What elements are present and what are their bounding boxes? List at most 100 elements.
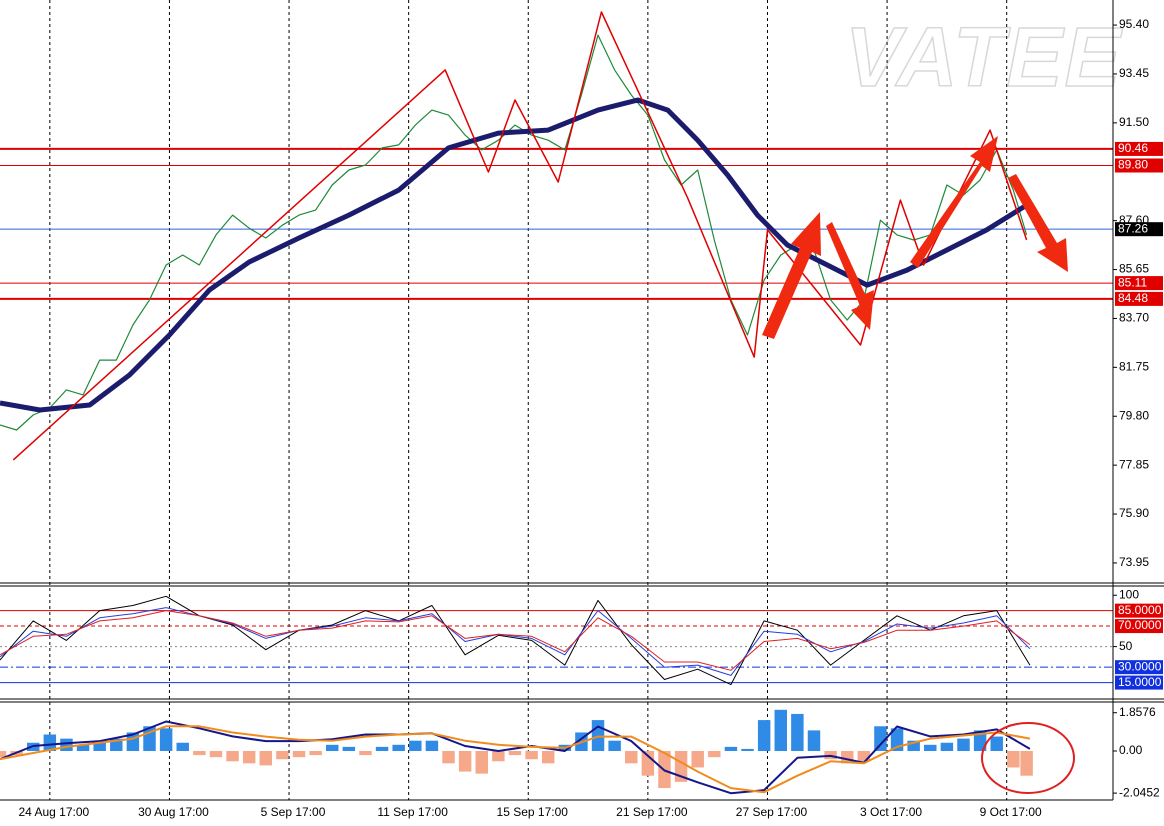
histogram-bar [76, 744, 90, 751]
x-tick-label: 15 Sep 17:00 [497, 805, 569, 819]
x-tick-label: 5 Sep 17:00 [261, 805, 326, 819]
histogram-bar [409, 740, 422, 751]
histogram-bar [342, 746, 356, 751]
level-label: 85.0000 [1118, 603, 1162, 617]
level-label-box [1115, 675, 1163, 690]
watermark: VATEE [845, 10, 1124, 104]
histogram-bar [159, 728, 173, 751]
y-tick-label: 83.70 [1119, 311, 1149, 325]
level-label-box [1115, 291, 1163, 306]
level-label-box [1115, 222, 1163, 237]
histogram-bar [957, 738, 970, 751]
histogram-bar [392, 744, 405, 751]
histogram-bar [309, 750, 322, 756]
arrow-down [1008, 174, 1068, 272]
x-tick-label: 24 Aug 17:00 [18, 805, 89, 819]
histogram-bar [375, 746, 389, 751]
level-label: 15.0000 [1118, 675, 1162, 689]
histogram-bar [691, 750, 704, 768]
level-label: 87.26 [1118, 221, 1148, 235]
level-label-box [1115, 141, 1163, 156]
histogram-bar [492, 750, 505, 762]
y-tick-label: 95.40 [1119, 17, 1149, 31]
arrow-down [826, 222, 874, 330]
histogram-bar [791, 713, 804, 751]
histogram-bar [508, 750, 522, 756]
x-tick-label: 30 Aug 17:00 [138, 805, 209, 819]
histogram-bar [259, 750, 273, 766]
y-tick-label: 91.50 [1119, 115, 1149, 129]
histogram-bar [43, 734, 57, 751]
y-tick-label: 79.80 [1119, 408, 1149, 422]
histogram-bar [541, 750, 555, 764]
y-tick-label: 85.65 [1119, 262, 1149, 276]
histogram-bar [907, 740, 920, 751]
level-label: 70.0000 [1118, 618, 1162, 632]
histogram-bar [940, 742, 954, 751]
histogram-bar [924, 744, 937, 751]
arrow-up [762, 212, 821, 339]
y-tick-label: 1.8576 [1119, 705, 1156, 719]
histogram-bar [674, 750, 688, 782]
histogram-bar [442, 750, 455, 764]
line-series [0, 595, 1031, 686]
y-tick-label: 77.85 [1119, 457, 1149, 471]
y-tick-label: 73.95 [1119, 555, 1149, 569]
x-tick-label: 3 Oct 17:00 [860, 805, 922, 819]
histogram-bar [0, 750, 7, 758]
line-series [0, 610, 1031, 671]
panel-frames [0, 0, 1164, 801]
histogram-bar [990, 736, 1003, 751]
histogram-bar [242, 750, 256, 764]
histogram-bar [525, 750, 538, 760]
histogram-bar [774, 709, 787, 751]
level-label: 84.48 [1118, 291, 1148, 305]
x-tick-label: 11 Sep 17:00 [377, 805, 448, 819]
highlight-ellipse [981, 722, 1075, 794]
line-series [0, 34, 1028, 431]
level-label: 85.11 [1118, 275, 1147, 289]
y-tick-label: 100 [1119, 587, 1139, 601]
arrow-up [910, 136, 998, 268]
histogram-bar [708, 750, 721, 758]
histogram-bar [60, 738, 73, 751]
histogram-bar [143, 726, 156, 751]
histogram-bar [757, 720, 771, 751]
histogram-bar [724, 746, 738, 751]
histogram-bar [857, 750, 871, 762]
level-label-box [1115, 603, 1163, 618]
level-label-box [1115, 158, 1163, 173]
histogram-bar [193, 750, 206, 756]
histogram-bar [176, 742, 189, 751]
histogram-bar [591, 720, 605, 751]
histogram-bar [973, 730, 987, 751]
histogram-bar [741, 748, 754, 751]
line-series [0, 720, 1031, 795]
x-tick-label: 21 Sep 17:00 [616, 805, 688, 819]
y-tick-label: 75.90 [1119, 506, 1149, 520]
histogram-bar [93, 742, 106, 751]
histogram-bar [475, 750, 488, 774]
level-label: 30.0000 [1118, 659, 1162, 673]
x-tick-label: 27 Sep 17:00 [736, 805, 808, 819]
y-tick-label: 50 [1119, 639, 1133, 653]
histogram-bar [458, 750, 472, 772]
histogram-bar [292, 750, 306, 758]
x-tick-label: 9 Oct 17:00 [980, 805, 1042, 819]
histogram-bar [209, 750, 223, 758]
histogram-bar [641, 750, 655, 776]
histogram-bar [608, 740, 621, 751]
y-tick-label: 93.45 [1119, 66, 1149, 80]
histogram-bar [276, 750, 289, 760]
y-tick-label: 81.75 [1119, 360, 1149, 374]
level-label: 90.46 [1118, 141, 1148, 155]
histogram-bar [807, 730, 821, 751]
histogram-bar [1020, 750, 1033, 776]
histogram-bar [625, 750, 638, 764]
histogram-bar [425, 740, 439, 751]
histogram-bar [1007, 750, 1020, 768]
annotations [762, 136, 1075, 794]
